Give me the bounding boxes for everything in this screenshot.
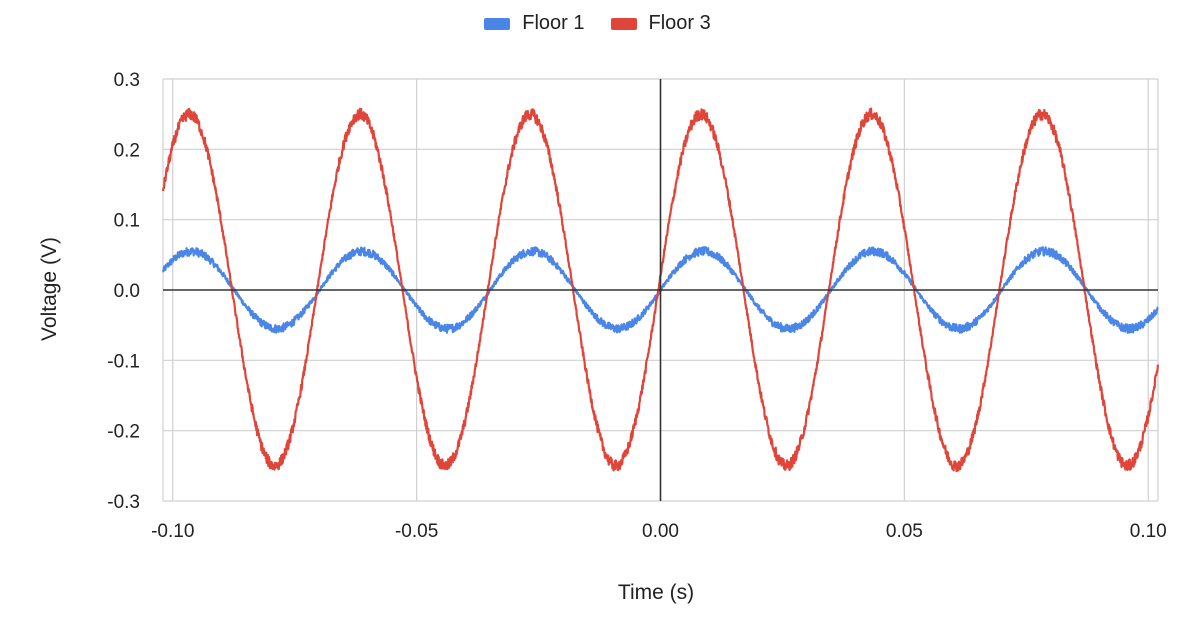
tick-labels: 0.3 0.2 0.1 0.0 -0.1 -0.2 -0.3 -0.10 -0.05 0.00 0.… (107, 70, 1166, 542)
y-tick-label: 0.0 (114, 281, 140, 302)
legend-label-floor-3: Floor 3 (648, 12, 711, 34)
y-tick-label: -0.3 (107, 492, 140, 513)
x-tick-label: 0.10 (1130, 521, 1167, 542)
y-tick-label: 0.2 (114, 140, 140, 161)
legend: Floor 1 Floor 3 (0, 12, 1195, 35)
x-tick-label: 0.00 (642, 521, 679, 542)
legend-label-floor-1: Floor 1 (522, 12, 585, 34)
legend-swatch-floor-1 (484, 17, 511, 30)
x-tick-label: 0.05 (886, 521, 923, 542)
y-tick-label: -0.1 (107, 351, 140, 372)
legend-item-floor-1[interactable]: Floor 1 (484, 12, 585, 35)
x-axis-title: Time (s) (618, 581, 694, 604)
x-tick-label: -0.10 (151, 521, 194, 542)
x-tick-label: -0.05 (395, 521, 438, 542)
y-tick-label: -0.2 (107, 422, 140, 443)
y-tick-label: 0.1 (114, 211, 140, 232)
legend-item-floor-3[interactable]: Floor 3 (610, 12, 711, 35)
y-tick-label: 0.3 (114, 70, 140, 91)
y-axis-title: Voltage (V) (38, 237, 61, 341)
legend-swatch-floor-3 (610, 17, 637, 30)
axes (163, 79, 1158, 501)
